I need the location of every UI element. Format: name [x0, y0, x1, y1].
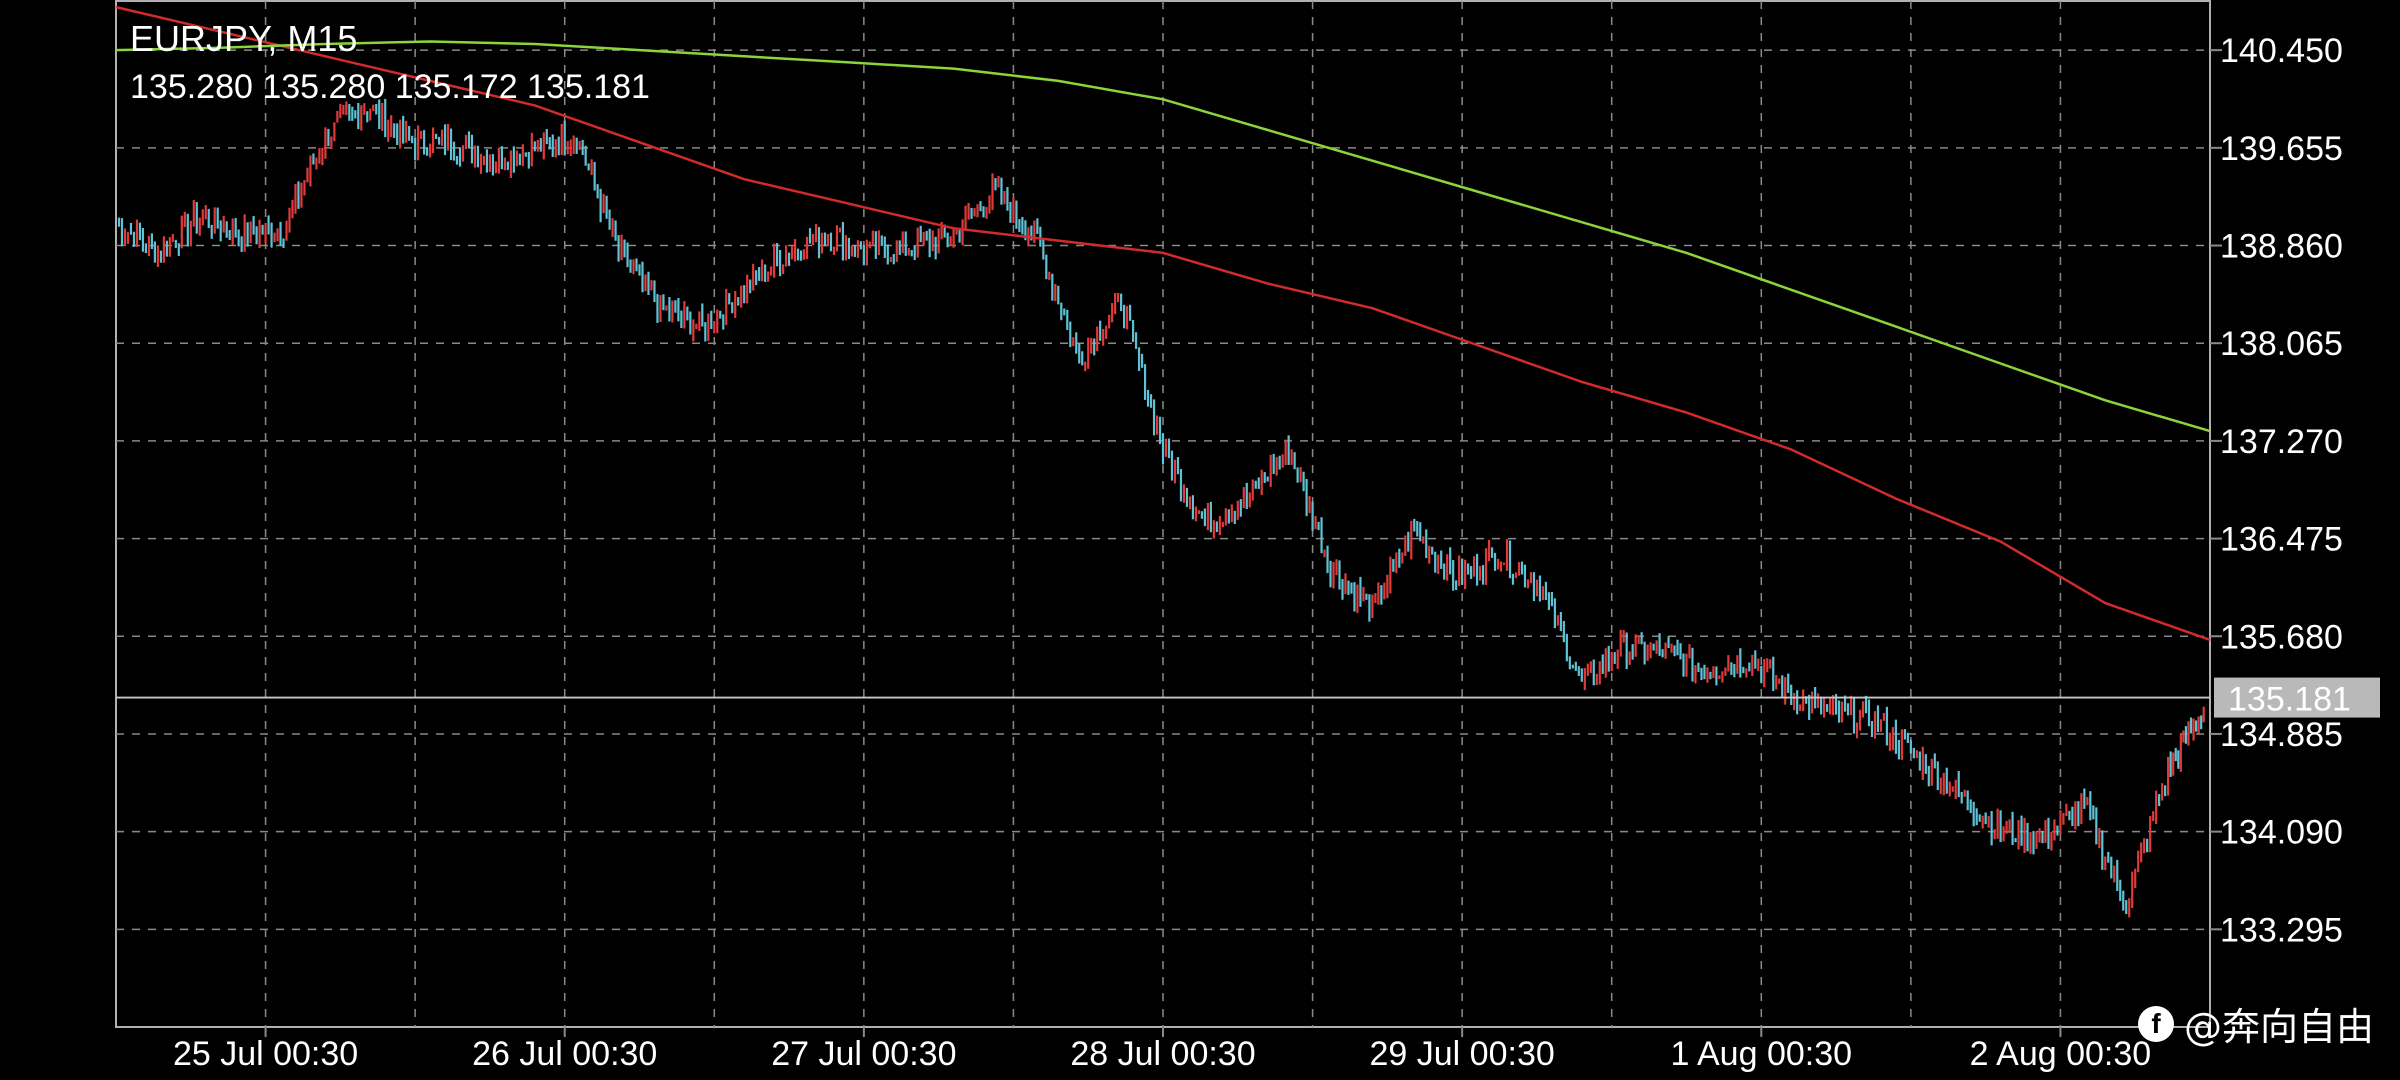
x-tick-label: 26 Jul 00:30	[472, 1035, 657, 1073]
facebook-icon: f	[2137, 1005, 2174, 1042]
y-tick-label: 139.655	[2220, 130, 2343, 168]
grid-lines	[116, 1, 2210, 1027]
y-axis: 140.450 139.655 138.860 138.065 137.270 136.4…	[2210, 32, 2343, 949]
x-tick-label: 28 Jul 00:30	[1070, 1035, 1255, 1073]
y-tick-label: 138.860	[2220, 228, 2343, 266]
y-tick-label: 136.475	[2220, 521, 2343, 559]
x-tick-label: 2 Aug 00:30	[1970, 1035, 2152, 1073]
series-layer	[115, 5, 2211, 918]
current-price: 135.181	[116, 677, 2380, 719]
x-axis: 25 Jul 00:30 26 Jul 00:30 27 Jul 00:30 28 J…	[173, 1027, 2151, 1073]
watermark: f @奔向自由	[2137, 996, 2374, 1051]
x-tick-label: 1 Aug 00:30	[1671, 1035, 1853, 1073]
symbol-timeframe-label: EURJPY, M15	[130, 18, 358, 59]
watermark-text: @奔向自由	[2183, 1005, 2374, 1049]
y-tick-label: 133.295	[2220, 911, 2343, 949]
current-price-label: 135.181	[2228, 681, 2351, 719]
fast-moving-average-line	[115, 5, 2211, 642]
y-tick-label: 137.270	[2220, 423, 2343, 461]
x-tick-label: 29 Jul 00:30	[1370, 1035, 1555, 1073]
y-tick-label: 140.450	[2220, 32, 2343, 70]
y-tick-label: 134.885	[2220, 716, 2343, 754]
y-tick-label: 138.065	[2220, 325, 2343, 363]
y-tick-label: 134.090	[2220, 814, 2343, 852]
ohlc-values: 135.280 135.280 135.172 135.181	[130, 68, 650, 106]
x-tick-label: 25 Jul 00:30	[173, 1035, 358, 1073]
y-tick-label: 135.680	[2220, 618, 2343, 656]
current-price-tag	[2214, 677, 2380, 718]
slow-moving-average-line	[115, 40, 2211, 433]
x-tick-label: 27 Jul 00:30	[771, 1035, 956, 1073]
